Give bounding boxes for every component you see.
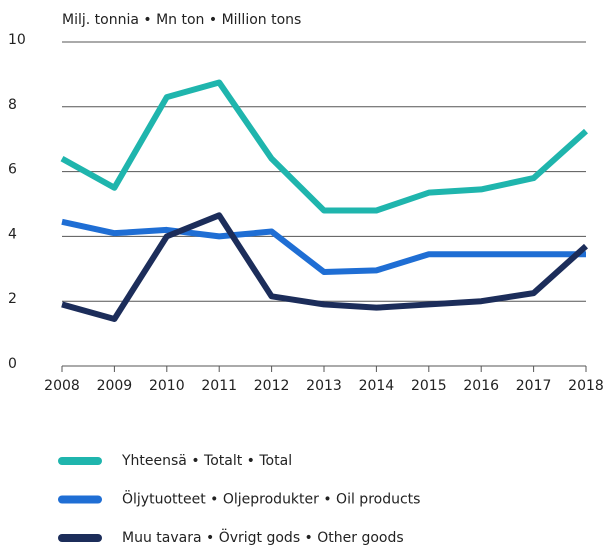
data-line [60,79,589,214]
y-tick-label: 10 [8,32,26,48]
x-tick-label: 2010 [149,378,185,394]
x-tick-label: 2017 [516,378,552,394]
y-tick-label: 6 [8,162,17,178]
x-tick-label: 2012 [254,378,290,394]
y-tick-label: 4 [8,226,17,242]
y-tick-label: 0 [8,356,17,372]
data-line [61,212,589,323]
x-tick-label: 2018 [568,378,604,394]
x-tick-label: 2014 [359,378,395,394]
y-tick-label: 8 [8,97,17,113]
legend-label: Yhteensä • Totalt • Total [121,453,292,469]
x-tick-label: 2011 [201,378,237,394]
x-tick-label: 2015 [411,378,447,394]
y-tick-label: 2 [8,291,17,307]
x-tick-label: 2009 [97,378,133,394]
x-tick-label: 2013 [306,378,342,394]
x-tick-label: 2016 [463,378,499,394]
y-axis-label: Milj. tonnia • Mn ton • Million tons [62,12,301,28]
x-tick-label: 2008 [44,378,80,394]
legend-label: Öljytuotteet • Oljeprodukter • Oil produ… [122,490,420,508]
legend-label: Muu tavara • Övrigt gods • Other goods [122,528,404,546]
data-line [61,218,586,276]
